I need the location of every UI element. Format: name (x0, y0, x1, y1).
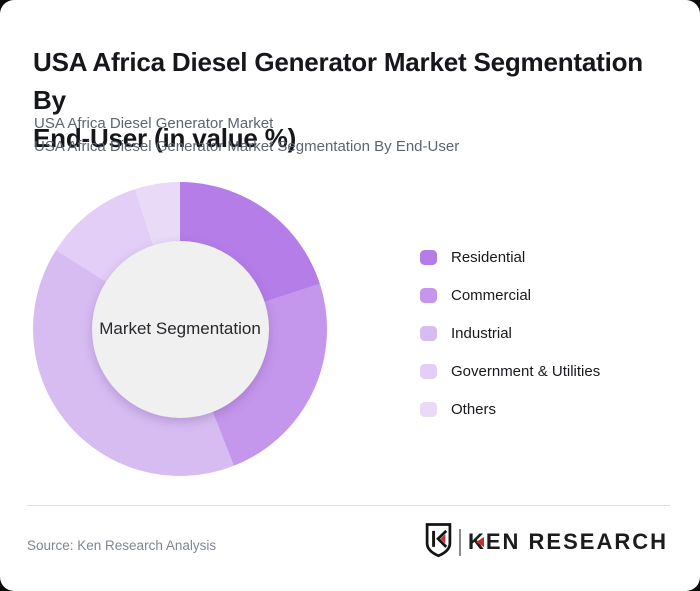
legend-swatch-icon (420, 401, 437, 417)
page-title-line-2: End-User (in value %) (33, 123, 297, 154)
legend-item-others[interactable]: Others (420, 400, 600, 418)
legend-label: Others (451, 400, 497, 418)
source-note: Source: Ken Research Analysis (27, 538, 217, 553)
legend-label: Industrial (451, 324, 512, 342)
ken-research-logo: K EN RESEARCH (423, 522, 668, 563)
legend-item-residential[interactable]: Residential (420, 248, 600, 266)
chart-legend: Residential Commercial Industrial Governmen… (420, 248, 600, 418)
legend-item-government-utilities[interactable]: Government & Utilities (420, 362, 600, 380)
ken-shield-icon (423, 522, 454, 563)
donut-center: Market Segmentation (91, 240, 269, 418)
legend-item-industrial[interactable]: Industrial (420, 324, 600, 342)
page-title: USA Africa Diesel Generator Market Segme… (33, 43, 681, 157)
legend-label: Government & Utilities (451, 362, 601, 380)
subtitle-line-2: USA Africa Diesel Generator Market Segme… (34, 138, 460, 155)
legend-label: Commercial (451, 286, 532, 304)
subtitle-line-1: USA Africa Diesel Generator Market (34, 115, 274, 132)
donut-center-label: Market Segmentation (99, 319, 261, 338)
logo-wordmark-rest: EN RESEARCH (485, 529, 668, 554)
legend-swatch-icon (420, 249, 437, 265)
logo-separator (458, 528, 461, 556)
legend-item-commercial[interactable]: Commercial (420, 286, 600, 304)
logo-red-triangle-icon (475, 537, 484, 547)
legend-swatch-icon (420, 325, 437, 341)
legend-swatch-icon (420, 363, 437, 379)
legend-label: Residential (451, 248, 526, 266)
chart-subtitle: USA Africa Diesel Generator Market USA A… (34, 112, 674, 158)
page-title-line-1: USA Africa Diesel Generator Market Segme… (33, 47, 643, 116)
donut-chart[interactable]: Market Segmentation (33, 182, 327, 476)
footer-divider (27, 505, 670, 506)
logo-wordmark: K EN RESEARCH (468, 529, 668, 555)
legend-swatch-icon (420, 287, 437, 303)
